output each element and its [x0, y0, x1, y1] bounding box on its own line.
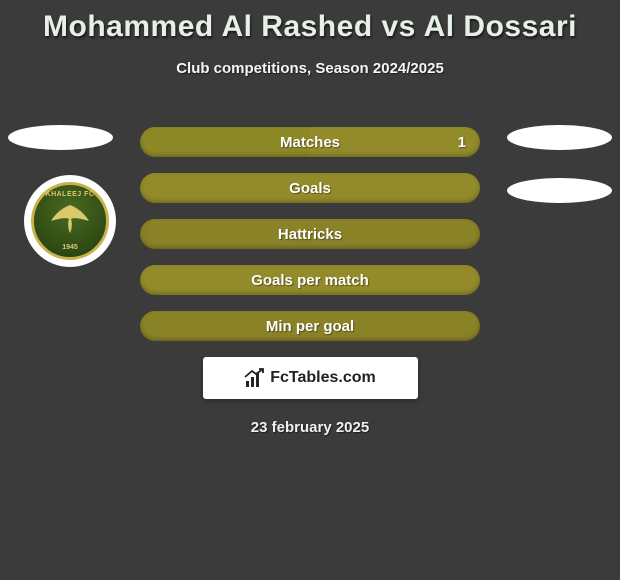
stat-bar-min-per-goal: Min per goal: [140, 311, 480, 341]
player-right-pill-2: [507, 178, 612, 203]
stat-bar-matches: Matches 1: [140, 127, 480, 157]
stat-bar-goals-per-match: Goals per match: [140, 265, 480, 295]
badge-top-text: KHALEEJ FC: [34, 191, 106, 198]
club-badge: KHALEEJ FC 1945: [24, 175, 116, 267]
player-left-pill: [8, 125, 113, 150]
club-badge-inner: KHALEEJ FC 1945: [31, 182, 109, 260]
stat-label: Goals: [289, 180, 331, 197]
date-text: 23 february 2025: [0, 419, 620, 436]
stat-label: Matches: [280, 134, 340, 151]
player-right-pill: [507, 125, 612, 150]
stat-bars: Matches 1 Goals Hattricks Goals per matc…: [140, 127, 480, 341]
stat-value: 1: [458, 127, 466, 157]
fctables-branding[interactable]: FcTables.com: [203, 357, 418, 399]
stat-label: Hattricks: [278, 226, 342, 243]
eagle-icon: [47, 201, 93, 237]
subtitle: Club competitions, Season 2024/2025: [0, 60, 620, 77]
badge-bottom-text: 1945: [34, 244, 106, 251]
fctables-text: FcTables.com: [270, 369, 376, 387]
stat-bar-goals: Goals: [140, 173, 480, 203]
stat-bar-hattricks: Hattricks: [140, 219, 480, 249]
page-title: Mohammed Al Rashed vs Al Dossari: [0, 0, 620, 44]
fctables-logo-icon: [244, 369, 264, 387]
stat-label: Min per goal: [266, 318, 354, 335]
stat-label: Goals per match: [251, 272, 369, 289]
